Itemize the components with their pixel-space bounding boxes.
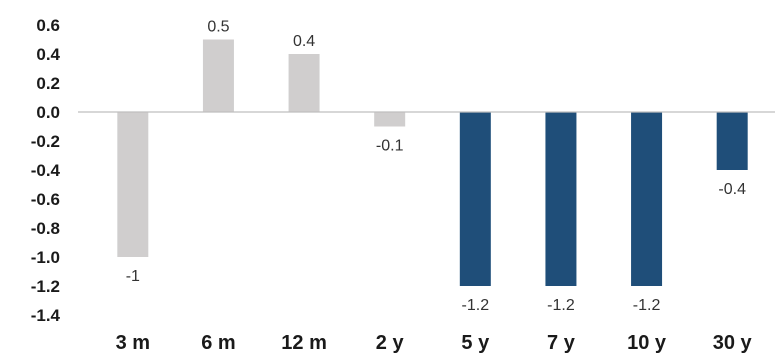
x-tick-label: 30 y	[713, 332, 753, 354]
y-tick-label: -0.6	[31, 190, 60, 209]
y-tick-label: -0.2	[31, 132, 60, 151]
data-label: 0.4	[293, 33, 315, 50]
x-tick-label: 12 m	[281, 332, 327, 354]
data-label: -0.1	[376, 138, 404, 155]
data-label: -1.2	[547, 297, 575, 314]
y-tick-label: -0.4	[31, 161, 61, 180]
y-tick-label: 0.6	[36, 16, 60, 35]
x-tick-label: 5 y	[461, 332, 490, 354]
data-label: 0.5	[207, 19, 229, 36]
bar-6m	[202, 39, 234, 112]
y-tick-label: -1.4	[31, 306, 61, 325]
bar-2y	[374, 112, 406, 127]
bar-30y	[716, 112, 748, 170]
bar-5y	[459, 112, 491, 286]
y-tick-label: 0.0	[36, 103, 60, 122]
x-tick-label: 3 m	[116, 332, 150, 354]
data-labels: -1 0.5 0.4 -0.1 -1.2 -1.2 -1.2 -0.4	[126, 19, 746, 315]
data-label: -1	[126, 268, 140, 285]
y-tick-label: 0.2	[36, 74, 60, 93]
x-axis-ticks: 3 m 6 m 12 m 2 y 5 y 7 y 10 y 30 y	[116, 332, 753, 354]
y-tick-label: 0.4	[36, 45, 60, 64]
x-tick-label: 2 y	[376, 332, 405, 354]
x-tick-label: 7 y	[547, 332, 576, 354]
bar-3m	[117, 112, 149, 257]
data-label: -1.2	[633, 297, 661, 314]
x-tick-label: 10 y	[627, 332, 667, 354]
y-tick-label: -1.2	[31, 277, 60, 296]
data-label: -1.2	[462, 297, 490, 314]
bar-7y	[545, 112, 577, 286]
data-label: -0.4	[718, 181, 746, 198]
bar-10y	[631, 112, 663, 286]
x-tick-label: 6 m	[201, 332, 235, 354]
bar-12m	[288, 54, 320, 112]
y-tick-label: -0.8	[31, 219, 60, 238]
bars	[117, 39, 748, 286]
y-axis-ticks: 0.6 0.4 0.2 0.0 -0.2 -0.4 -0.6 -0.8 -1.0 -1.2 -1.4	[31, 16, 61, 325]
y-tick-label: -1.0	[31, 248, 60, 267]
